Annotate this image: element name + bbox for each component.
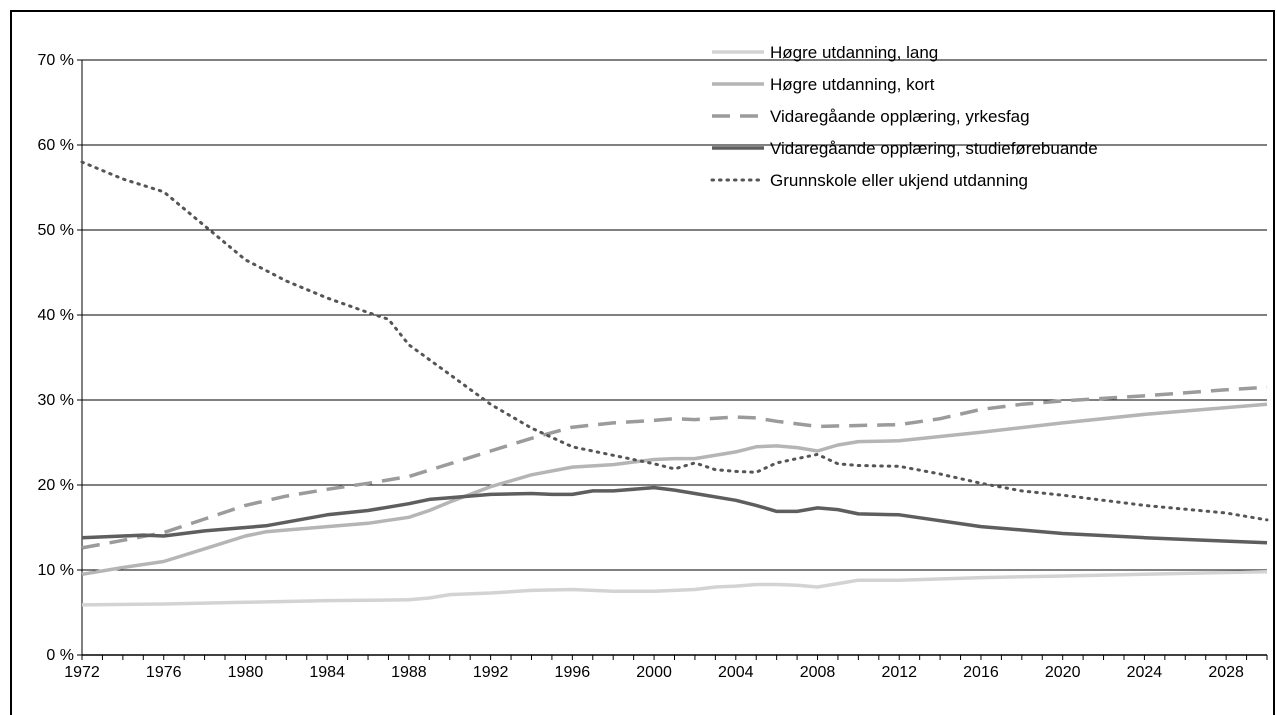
legend-item-4: Vidaregåande opplæring, studieførebuande [712, 139, 1098, 158]
x-tick-label: 1980 [228, 664, 264, 681]
x-tick-label: 1972 [64, 664, 100, 681]
x-tick-label: 2024 [1127, 664, 1163, 681]
series-lines [80, 160, 1269, 607]
y-tick-label: 60 % [38, 137, 74, 154]
y-tick-label: 0 % [46, 647, 74, 664]
x-tick-label: 2020 [1045, 664, 1081, 681]
grid-lines [82, 59, 1267, 656]
x-tick-label: 2000 [636, 664, 672, 681]
y-tick-label: 10 % [38, 562, 74, 579]
legend-label: Høgre utdanning, kort [770, 75, 935, 94]
legend-item-2: Høgre utdanning, kort [712, 75, 935, 94]
series-line-5 [80, 160, 1269, 522]
x-tick-label: 2016 [963, 664, 999, 681]
x-tick-label: 1976 [146, 664, 182, 681]
series-line-1 [81, 569, 1268, 607]
y-tick-label: 50 % [38, 222, 74, 239]
y-tick-label: 20 % [38, 477, 74, 494]
x-tick-label: 1996 [555, 664, 591, 681]
x-tick-label: 2012 [881, 664, 917, 681]
legend-label: Høgre utdanning, lang [770, 43, 938, 62]
series-line-4 [81, 485, 1268, 545]
legend-label: Vidaregåande opplæring, yrkesfag [770, 107, 1030, 126]
x-tick-label: 1984 [309, 664, 345, 681]
legend-item-5: Grunnskole eller ukjend utdanning [710, 171, 1028, 190]
series-line-2 [81, 402, 1268, 577]
x-tick-label: 1992 [473, 664, 509, 681]
legend-item-1: Høgre utdanning, lang [712, 43, 938, 62]
y-tick-label: 40 % [38, 307, 74, 324]
y-tick-label: 70 % [38, 52, 74, 69]
y-tick-label: 30 % [38, 392, 74, 409]
legend-label: Vidaregåande opplæring, studieførebuande [770, 139, 1098, 158]
y-axis: 0 % 10 % 20 % 30 % 40 % 50 % 60 % 70 % [38, 52, 83, 664]
x-axis: 1972 1976 1980 1984 1988 1992 1996 2000 2004 2008… [64, 655, 1268, 681]
x-tick-label: 2008 [800, 664, 836, 681]
legend: Høgre utdanning, lang Høgre utdanning, ko… [710, 43, 1098, 190]
x-tick-label: 2004 [718, 664, 754, 681]
x-tick-label: 1988 [391, 664, 427, 681]
legend-item-3: Vidaregåande opplæring, yrkesfag [712, 107, 1030, 126]
chart-frame [10, 10, 1275, 715]
series-line-3 [81, 385, 1268, 550]
legend-label: Grunnskole eller ukjend utdanning [770, 171, 1028, 190]
x-tick-label: 2028 [1208, 664, 1244, 681]
